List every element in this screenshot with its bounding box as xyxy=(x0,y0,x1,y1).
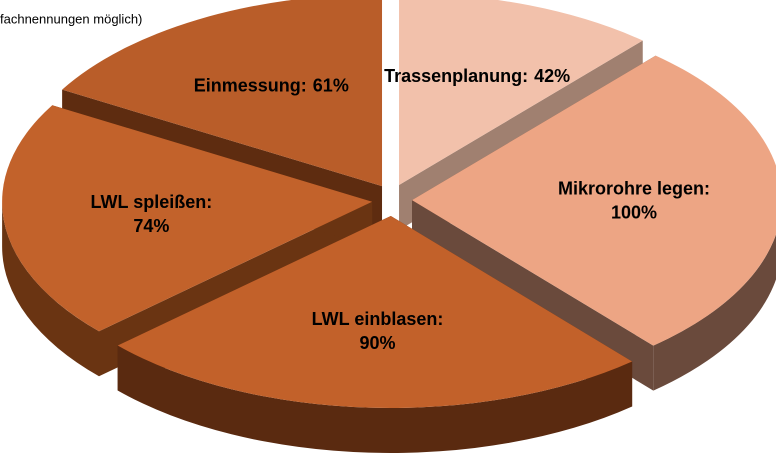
data-label: Einmessung: 61% xyxy=(194,75,349,95)
slice-outer-wall xyxy=(117,345,633,453)
data-label: Mikrorohre legen: 100% xyxy=(558,178,710,222)
slice-top xyxy=(117,215,633,408)
data-label-value: 61% xyxy=(313,75,349,95)
data-label-category: LWL spleißen: xyxy=(91,192,213,212)
data-label-value: 42% xyxy=(534,66,570,86)
slice-outer-wall xyxy=(653,234,776,391)
data-label-category: LWL einblasen: xyxy=(312,309,444,329)
slice-top xyxy=(412,55,776,346)
chart-subtitle: fachnennungen möglich) xyxy=(0,11,142,26)
pie-slice xyxy=(117,215,633,453)
data-label: LWL einblasen: 90% xyxy=(312,309,444,353)
slice-outer-wall xyxy=(2,201,99,377)
slice-top xyxy=(62,0,383,187)
data-label: Trassenplanung: 42% xyxy=(384,66,570,86)
data-label-category: Trassenplanung: xyxy=(384,66,528,86)
data-label: LWL spleißen: 74% xyxy=(91,192,213,236)
data-label-category: Mikrorohre legen: xyxy=(558,178,710,198)
data-label-category: Einmessung: xyxy=(194,75,307,95)
data-label-value: 90% xyxy=(359,333,395,353)
data-label-value: 100% xyxy=(611,202,657,222)
slice-top xyxy=(2,105,373,332)
slice-top xyxy=(399,0,643,186)
data-label-value: 74% xyxy=(133,216,169,236)
